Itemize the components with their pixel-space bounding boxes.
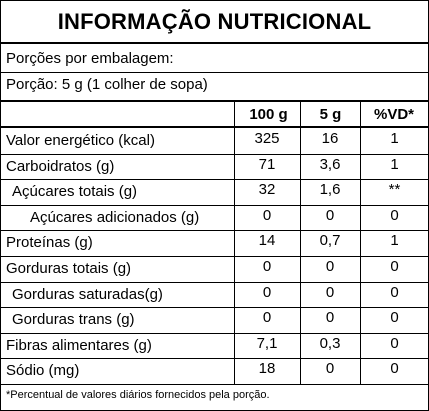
value-100g: 0 [262, 283, 272, 301]
value-dv: 1 [390, 155, 399, 173]
value-portion: 0 [325, 206, 335, 224]
value-dv: 0 [390, 283, 399, 301]
value-portion: 0 [325, 309, 335, 327]
table-top-rule [0, 100, 429, 102]
footnote: *Percentual de valores diários fornecido… [6, 389, 270, 401]
table-row: Açúcares adicionados (g) 0 0 0 [0, 205, 429, 231]
row-rule [0, 179, 429, 181]
value-portion: 16 [321, 130, 339, 147]
header-rule [0, 126, 429, 128]
row-rule [0, 230, 429, 232]
value-dv: 1 [390, 130, 399, 147]
table-row: Proteínas (g) 14 0,7 1 [0, 230, 429, 256]
value-portion: 0 [325, 360, 335, 378]
table-row: Gorduras totais (g) 0 0 0 [0, 256, 429, 282]
servings-per-package: Porções por embalagem: [6, 50, 174, 67]
nutrient-label: Açúcares adicionados (g) [30, 208, 200, 226]
table-row: Sódio (mg) 18 0 0 [0, 358, 429, 384]
page-title: INFORMAÇÃO NUTRICIONAL [57, 9, 372, 34]
value-portion: 3,6 [319, 155, 341, 173]
column-header-portion: 5 g [319, 106, 342, 123]
value-portion: 0 [325, 283, 335, 301]
value-dv: ** [388, 181, 401, 199]
row-rule [0, 256, 429, 257]
nutrient-label: Valor energético (kcal) [6, 132, 155, 149]
nutrient-label: Proteínas (g) [6, 234, 93, 252]
value-100g: 0 [262, 309, 272, 327]
value-100g: 7,1 [256, 334, 278, 352]
value-dv: 0 [390, 334, 399, 352]
value-100g: 32 [258, 181, 276, 199]
nutrient-label: Sódio (mg) [6, 362, 80, 380]
value-dv: 0 [390, 258, 399, 275]
table-row: Gorduras saturadas(g) 0 0 0 [0, 282, 429, 308]
row-rule [0, 307, 429, 309]
value-dv: 0 [390, 206, 399, 224]
column-rule [300, 100, 301, 384]
title-divider [0, 42, 429, 44]
table-row: Açúcares totais (g) 32 1,6 ** [0, 179, 429, 205]
row-rule [0, 332, 429, 334]
value-portion: 1,6 [319, 181, 341, 199]
table-row: Fibras alimentares (g) 7,1 0,3 0 [0, 333, 429, 359]
nutrient-label: Gorduras totais (g) [6, 260, 132, 277]
table-row: Valor energético (kcal) 325 16 1 [0, 128, 429, 154]
value-100g: 18 [258, 360, 276, 378]
nutrient-label: Fibras alimentares (g) [6, 336, 152, 354]
column-rule [360, 100, 361, 384]
value-dv: 1 [390, 232, 399, 250]
nutrition-table: 100 g 5 g %VD* Valor energético (kcal) 32… [0, 100, 429, 385]
serving-divider [0, 72, 429, 73]
nutrient-label: Carboidratos (g) [6, 157, 115, 175]
value-dv: 0 [390, 309, 399, 327]
value-100g: 325 [254, 130, 280, 147]
value-100g: 71 [258, 155, 276, 173]
row-rule [0, 384, 429, 385]
value-portion: 0,3 [319, 334, 341, 352]
column-rule [234, 100, 235, 384]
column-header-dv: %VD* [373, 106, 414, 123]
nutrient-label: Gorduras saturadas(g) [12, 285, 163, 303]
value-portion: 0 [325, 258, 335, 275]
value-dv: 0 [390, 360, 399, 378]
column-header-100g: 100 g [249, 106, 288, 123]
value-100g: 0 [262, 258, 272, 275]
nutrient-label: Açúcares totais (g) [12, 183, 138, 201]
row-rule [0, 153, 429, 155]
row-rule [0, 281, 429, 283]
nutrient-label: Gorduras trans (g) [12, 311, 135, 329]
value-portion: 0,7 [319, 232, 341, 250]
table-row: Carboidratos (g) 71 3,6 1 [0, 154, 429, 180]
table-row: Gorduras trans (g) 0 0 0 [0, 307, 429, 333]
value-100g: 0 [262, 206, 272, 224]
portion-size: Porção: 5 g (1 colher de sopa) [6, 76, 208, 93]
value-100g: 14 [258, 232, 276, 250]
row-rule [0, 204, 429, 206]
row-rule [0, 358, 429, 360]
